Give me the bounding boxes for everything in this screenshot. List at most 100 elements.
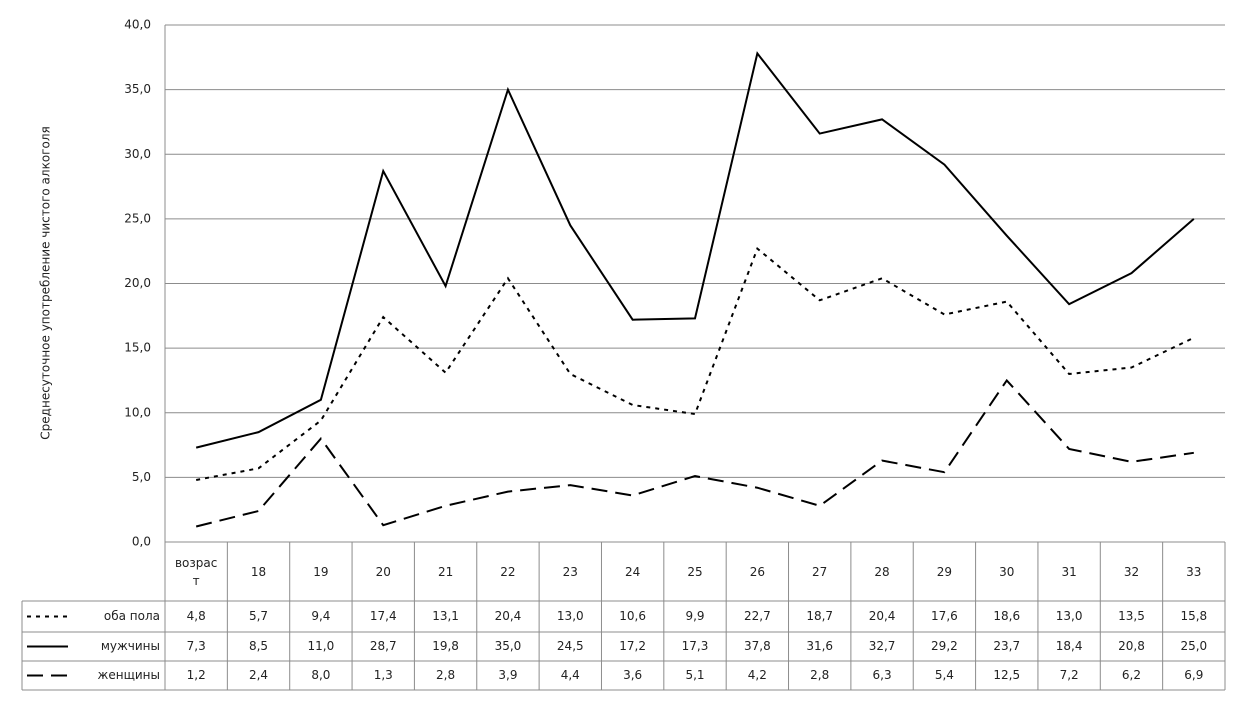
data-table-value: 20,4 bbox=[495, 609, 522, 623]
data-table-value: 4,2 bbox=[748, 668, 767, 682]
data-table-value: 7,3 bbox=[187, 639, 206, 653]
category-cell: 21 bbox=[414, 542, 476, 601]
data-table-value: 5,1 bbox=[685, 668, 704, 682]
x-tick-label: 24 bbox=[625, 564, 641, 579]
data-table-value: 22,7 bbox=[744, 609, 771, 623]
data-table-value: 29,2 bbox=[931, 639, 958, 653]
x-tick-label: 21 bbox=[437, 564, 454, 579]
category-wrap: возраст bbox=[165, 542, 227, 601]
category-cell: 22 bbox=[477, 542, 539, 601]
data-table-value: 17,2 bbox=[619, 639, 646, 653]
data-table-value: 1,2 bbox=[187, 668, 206, 682]
x-tick-label: 19 bbox=[313, 564, 329, 579]
category-cell: 27 bbox=[789, 542, 851, 601]
y-tick-label: 30,0 bbox=[124, 147, 151, 161]
category-cell: 28 bbox=[851, 542, 913, 601]
category-cell: 30 bbox=[976, 542, 1038, 601]
data-table-value: 6,9 bbox=[1184, 668, 1203, 682]
category-cell: 18 bbox=[227, 542, 289, 601]
data-table-value: 17,4 bbox=[370, 609, 397, 623]
data-table-value: 20,8 bbox=[1118, 639, 1145, 653]
x-tick-label: 33 bbox=[1186, 564, 1202, 579]
category-cell: возраст bbox=[165, 542, 227, 601]
category-wrap: 27 bbox=[789, 542, 851, 601]
data-table-value: 13,0 bbox=[1056, 609, 1083, 623]
data-table-value: 2,8 bbox=[436, 668, 455, 682]
category-cell: 29 bbox=[913, 542, 975, 601]
category-wrap: 18 bbox=[227, 542, 289, 601]
data-table-value: 23,7 bbox=[993, 639, 1020, 653]
category-wrap: 26 bbox=[726, 542, 788, 601]
y-tick-label: 5,0 bbox=[132, 470, 151, 484]
category-wrap: 20 bbox=[352, 542, 414, 601]
data-table-value: 28,7 bbox=[370, 639, 397, 653]
category-wrap: 22 bbox=[477, 542, 539, 601]
data-table-value: 35,0 bbox=[495, 639, 522, 653]
y-tick-label: 25,0 bbox=[124, 211, 151, 225]
category-cell: 23 bbox=[539, 542, 601, 601]
y-axis-label: Среднесуточное употребление чистого алко… bbox=[39, 126, 53, 439]
x-tick-label: 28 bbox=[874, 564, 890, 579]
category-cell: 33 bbox=[1163, 542, 1225, 601]
x-tick-label: 26 bbox=[749, 564, 765, 579]
data-table-value: 4,8 bbox=[187, 609, 206, 623]
category-wrap: 33 bbox=[1163, 542, 1225, 601]
category-wrap: 25 bbox=[664, 542, 726, 601]
x-tick-label: 23 bbox=[562, 564, 578, 579]
category-wrap: 23 bbox=[539, 542, 601, 601]
y-tick-label: 20,0 bbox=[124, 276, 151, 290]
data-table-value: 3,9 bbox=[498, 668, 517, 682]
category-wrap: 28 bbox=[851, 542, 913, 601]
category-cell: 24 bbox=[625, 564, 641, 579]
data-table-value: 31,6 bbox=[806, 639, 833, 653]
category-cell: 25 bbox=[664, 542, 726, 601]
data-table-value: 25,0 bbox=[1180, 639, 1207, 653]
category-cell: 26 bbox=[726, 542, 788, 601]
category-wrap: 29 bbox=[913, 542, 975, 601]
data-table-value: 7,2 bbox=[1060, 668, 1079, 682]
x-tick-label: 18 bbox=[250, 564, 267, 579]
data-table-value: 20,4 bbox=[869, 609, 896, 623]
data-table-value: 17,6 bbox=[931, 609, 958, 623]
category-cell: 20 bbox=[352, 542, 414, 601]
category-wrap: 32 bbox=[1100, 542, 1162, 601]
data-table-value: 12,5 bbox=[993, 668, 1020, 682]
data-table-value: 15,8 bbox=[1180, 609, 1207, 623]
x-tick-label: 27 bbox=[812, 564, 828, 579]
series-line bbox=[195, 246, 1195, 481]
x-tick-label: 30 bbox=[999, 564, 1015, 579]
data-table-value: 13,0 bbox=[557, 609, 584, 623]
data-table-value: 5,4 bbox=[935, 668, 954, 682]
category-wrap: 31 bbox=[1038, 542, 1100, 601]
data-table-value: 11,0 bbox=[308, 639, 335, 653]
category-wrap: 21 bbox=[414, 542, 476, 601]
data-table-value: 6,2 bbox=[1122, 668, 1141, 682]
data-table-value: 4,4 bbox=[561, 668, 580, 682]
category-wrap: 19 bbox=[290, 542, 352, 601]
data-table-value: 9,9 bbox=[685, 609, 704, 623]
x-tick-label: возраст bbox=[174, 555, 218, 588]
y-tick-label: 40,0 bbox=[124, 18, 151, 32]
data-table-value: 24,5 bbox=[557, 639, 584, 653]
data-table-value: 17,3 bbox=[682, 639, 709, 653]
category-wrap: 30 bbox=[976, 542, 1038, 601]
x-tick-label: 31 bbox=[1061, 564, 1077, 579]
data-table-value: 8,5 bbox=[249, 639, 268, 653]
y-tick-label: 35,0 bbox=[124, 82, 151, 96]
data-table-value: 37,8 bbox=[744, 639, 771, 653]
x-tick-label: 22 bbox=[500, 564, 516, 579]
series-line bbox=[195, 378, 1194, 528]
category-cell: 32 bbox=[1100, 542, 1162, 601]
data-table-value: 5,7 bbox=[249, 609, 268, 623]
legend-label: мужчины bbox=[101, 639, 160, 653]
x-tick-label: 32 bbox=[1123, 564, 1140, 579]
data-table-value: 2,8 bbox=[810, 668, 829, 682]
data-table-value: 2,4 bbox=[249, 668, 268, 682]
data-table-value: 3,6 bbox=[623, 668, 642, 682]
legend-label: женщины bbox=[98, 668, 160, 682]
data-table-value: 13,1 bbox=[432, 609, 459, 623]
data-table-value: 18,7 bbox=[806, 609, 833, 623]
data-table-value: 18,4 bbox=[1056, 639, 1083, 653]
x-tick-label: 29 bbox=[936, 564, 953, 579]
